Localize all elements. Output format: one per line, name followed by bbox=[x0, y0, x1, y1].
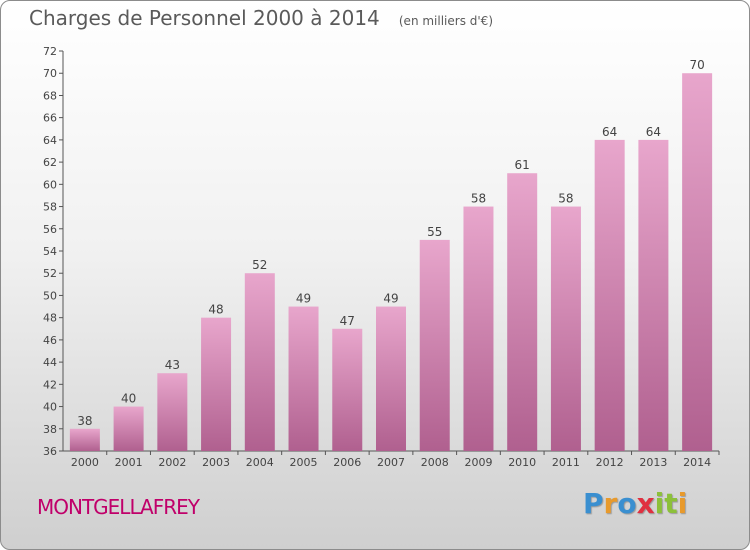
x-tick-label: 2011 bbox=[552, 456, 580, 469]
logo-letter: P bbox=[583, 487, 604, 520]
data-labels: 38 40 43 48 52 49 47 49 55 58 61 58 64 64 70 bbox=[77, 58, 705, 428]
data-label-2014: 70 bbox=[689, 58, 704, 72]
x-axis: 2000 2001 2002 2003 2004 2005 2006 2007 2008 2009… bbox=[63, 450, 720, 469]
bar-2008 bbox=[419, 239, 450, 451]
bars bbox=[69, 73, 713, 451]
bar-2005 bbox=[288, 306, 319, 451]
bar-2013 bbox=[638, 139, 669, 451]
x-tick-label: 2003 bbox=[202, 456, 230, 469]
y-tick-label: 42 bbox=[43, 378, 57, 391]
y-tick-label: 56 bbox=[43, 223, 57, 236]
data-label-2002: 43 bbox=[165, 358, 180, 372]
data-label-2007: 49 bbox=[383, 292, 398, 306]
data-label-2013: 64 bbox=[646, 125, 661, 139]
x-tick-label: 2013 bbox=[639, 456, 667, 469]
data-label-2005: 49 bbox=[296, 292, 311, 306]
bar-2000 bbox=[69, 428, 100, 451]
y-tick-label: 64 bbox=[43, 134, 57, 147]
y-tick-label: 58 bbox=[43, 201, 57, 214]
bar-2014 bbox=[682, 73, 713, 451]
bar-2001 bbox=[113, 406, 144, 451]
logo-letter: i bbox=[654, 487, 665, 520]
bar-2004 bbox=[244, 273, 275, 451]
x-tick-label: 2010 bbox=[508, 456, 536, 469]
logo-letter: r bbox=[603, 487, 618, 520]
bar-2009 bbox=[463, 206, 494, 451]
y-tick-label: 60 bbox=[43, 178, 57, 191]
town-name: MONTGELLAFREY bbox=[37, 495, 200, 519]
bar-2011 bbox=[550, 206, 581, 451]
y-tick-label: 38 bbox=[43, 423, 57, 436]
x-tick-label: 2004 bbox=[246, 456, 274, 469]
x-tick-label: 2002 bbox=[158, 456, 186, 469]
y-tick-label: 66 bbox=[43, 112, 57, 125]
title-row: Charges de Personnel 2000 à 2014 (en mil… bbox=[29, 6, 493, 30]
data-label-2010: 61 bbox=[515, 158, 530, 172]
y-tick-label: 40 bbox=[43, 401, 57, 414]
y-tick-label: 46 bbox=[43, 334, 57, 347]
y-tick-label: 44 bbox=[43, 356, 57, 369]
y-tick-label: 72 bbox=[43, 45, 57, 58]
data-label-2001: 40 bbox=[121, 392, 136, 406]
y-tick-label: 36 bbox=[43, 445, 57, 458]
bar-2003 bbox=[201, 317, 232, 451]
logo-letter: x bbox=[636, 487, 655, 520]
proxiti-logo[interactable]: Proxiti bbox=[583, 487, 687, 520]
chart-title: Charges de Personnel 2000 à 2014 bbox=[29, 6, 380, 30]
data-label-2006: 47 bbox=[340, 314, 355, 328]
x-tick-label: 2009 bbox=[464, 456, 492, 469]
chart-subtitle: (en milliers d'€) bbox=[398, 14, 493, 28]
x-tick-label: 2005 bbox=[290, 456, 318, 469]
data-label-2000: 38 bbox=[77, 414, 92, 428]
y-tick-label: 62 bbox=[43, 156, 57, 169]
x-tick-label: 2006 bbox=[333, 456, 361, 469]
bar-2012 bbox=[594, 139, 625, 451]
x-tick-label: 2000 bbox=[71, 456, 99, 469]
logo-letter: t bbox=[664, 487, 678, 520]
data-label-2012: 64 bbox=[602, 125, 617, 139]
data-label-2004: 52 bbox=[252, 258, 267, 272]
data-label-2011: 58 bbox=[558, 192, 573, 206]
data-label-2009: 58 bbox=[471, 192, 486, 206]
bar-2002 bbox=[157, 373, 188, 451]
x-tick-label: 2012 bbox=[596, 456, 624, 469]
data-label-2003: 48 bbox=[208, 303, 223, 317]
y-tick-label: 48 bbox=[43, 312, 57, 325]
y-tick-label: 50 bbox=[43, 289, 57, 302]
y-tick-label: 52 bbox=[43, 267, 57, 280]
logo-letter: i bbox=[677, 487, 688, 520]
x-tick-label: 2007 bbox=[377, 456, 405, 469]
y-axis: 36 38 40 42 44 46 48 50 52 54 56 58 60 62 64 66 68 70 72 bbox=[43, 45, 64, 458]
y-tick-label: 68 bbox=[43, 89, 57, 102]
y-tick-label: 54 bbox=[43, 245, 57, 258]
logo-letter: o bbox=[617, 487, 637, 520]
x-tick-label: 2008 bbox=[421, 456, 449, 469]
bar-2007 bbox=[376, 306, 406, 451]
bar-2006 bbox=[332, 328, 363, 451]
x-tick-label: 2001 bbox=[115, 456, 143, 469]
data-label-2008: 55 bbox=[427, 225, 442, 239]
x-tick-label: 2014 bbox=[683, 456, 711, 469]
y-tick-label: 70 bbox=[43, 67, 57, 80]
bar-2010 bbox=[507, 173, 538, 451]
